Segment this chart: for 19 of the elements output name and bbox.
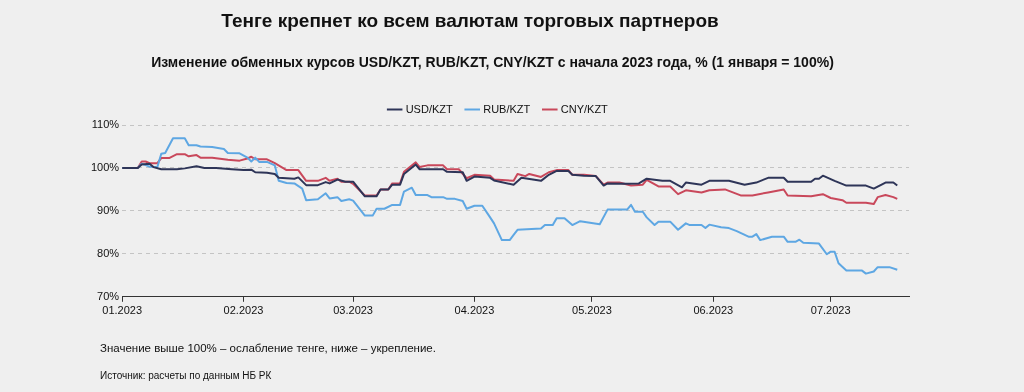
x-tick-label: 07.2023 (810, 304, 851, 317)
x-tick-label: 05.2023 (572, 304, 612, 317)
x-tick-label: 03.2023 (333, 304, 373, 317)
y-tick-label: 110% (91, 118, 120, 131)
legend-label: USD/KZT (405, 102, 453, 115)
y-tick-label: 70% (97, 289, 120, 302)
legend-label: CNY/KZT (560, 102, 609, 115)
x-tick-label: 04.2023 (454, 304, 495, 317)
legend-label: RUB/KZT (483, 102, 531, 115)
x-tick-label: 02.2023 (223, 304, 264, 317)
chart-subtitle: Изменение обменных курсов USD/KZT, RUB/KZT, CNY/KZT с начала 2023 года, % (1 января = 100%) (150, 54, 835, 70)
x-tick-label: 06.2023 (693, 304, 734, 317)
chart-title: Тенге крепнет ко всем валютам торговых партнеров (220, 10, 720, 32)
x-tick-label: 01.2023 (102, 304, 143, 317)
text: Значение выше 100% – ослабление тенге, ниже – укрепление. (100, 342, 436, 354)
text: Источник: расчеты по данным НБ РК (100, 370, 272, 381)
y-tick-label: 90% (97, 203, 120, 216)
y-tick-label: 80% (97, 246, 120, 259)
y-tick-label: 100% (90, 160, 120, 173)
